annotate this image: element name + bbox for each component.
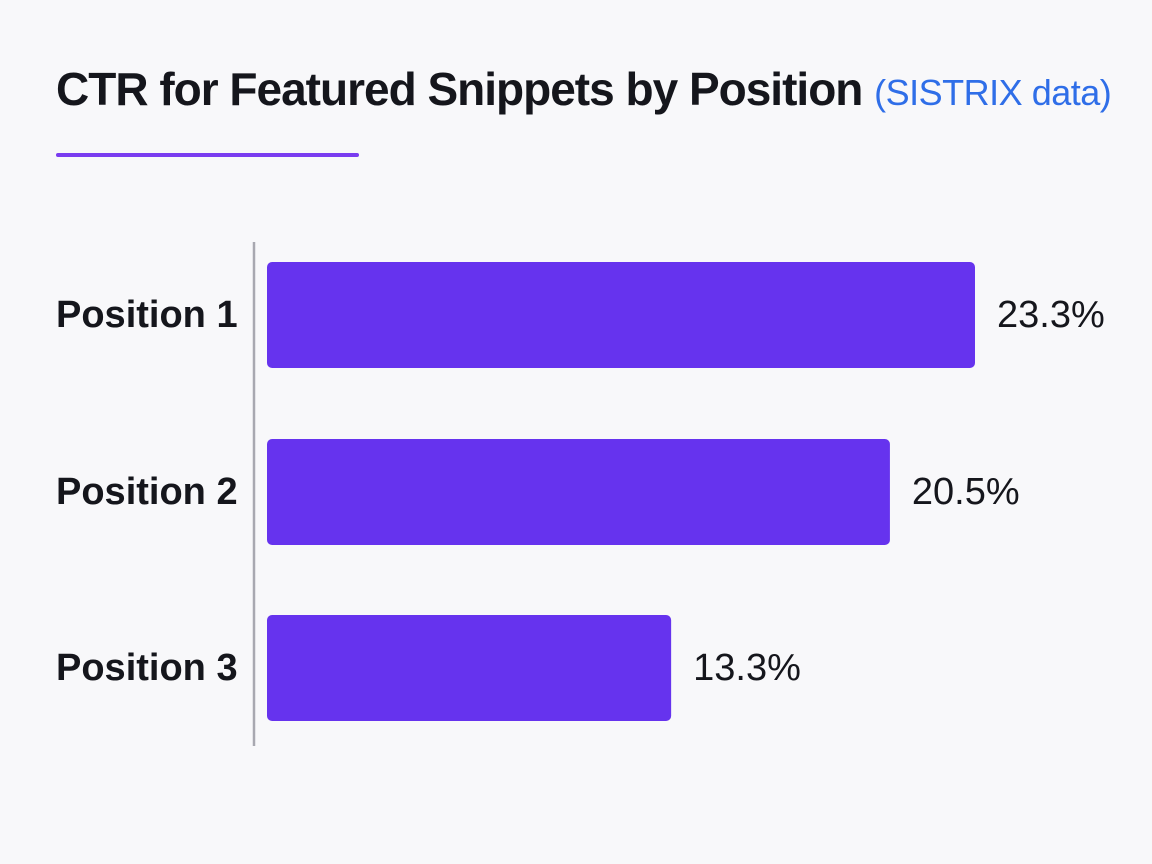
- bar-position-1: [267, 262, 975, 368]
- category-label: Position 1: [56, 294, 238, 336]
- value-label: 23.3%: [997, 294, 1105, 336]
- bar-position-3: [267, 615, 672, 721]
- value-label: 20.5%: [912, 471, 1020, 513]
- chart-title-source: (SISTRIX data): [874, 72, 1112, 113]
- chart-title-main: CTR for Featured Snippets by Position: [56, 63, 863, 115]
- value-label: 13.3%: [693, 647, 801, 689]
- category-label: Position 2: [56, 471, 238, 513]
- title-underline: [56, 153, 359, 157]
- category-label: Position 3: [56, 647, 238, 689]
- bar-position-2: [267, 439, 890, 545]
- chart-title: CTR for Featured Snippets by Position (S…: [56, 62, 1112, 116]
